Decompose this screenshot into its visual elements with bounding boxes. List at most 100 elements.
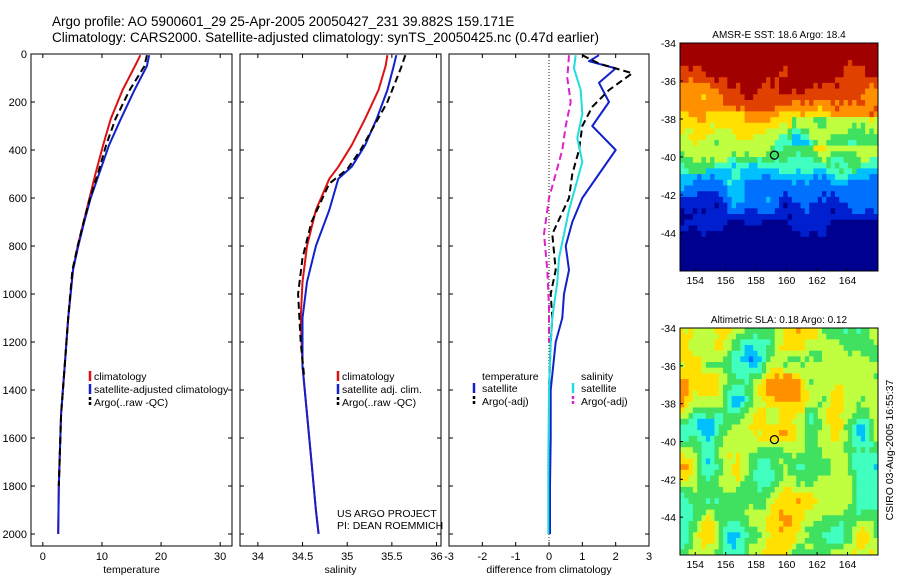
heatmap-cell — [843, 145, 849, 152]
heatmap-cell — [791, 452, 797, 459]
heatmap-cell — [744, 253, 750, 260]
heatmap-cell — [731, 128, 737, 135]
heatmap-cell — [718, 469, 724, 476]
heatmap-cell — [843, 396, 849, 403]
heatmap-cell — [856, 549, 862, 556]
heatmap-cell — [787, 526, 793, 533]
heatmap-cell — [757, 430, 763, 437]
heatmap-cell — [731, 515, 737, 522]
heatmap-cell — [757, 128, 763, 135]
heatmap-cell — [688, 77, 694, 84]
heatmap-cell — [822, 82, 827, 89]
heatmap-cell — [701, 77, 707, 84]
heatmap-cell — [731, 345, 737, 352]
heatmap-cell — [740, 94, 745, 101]
heatmap-cell — [697, 464, 702, 471]
heatmap-cell — [766, 447, 771, 454]
heatmap-cell — [727, 418, 733, 425]
heatmap-cell — [839, 134, 844, 141]
heatmap-cell — [723, 339, 728, 346]
heatmap-cell — [847, 236, 853, 243]
heatmap-cell — [809, 356, 814, 363]
heatmap-cell — [727, 94, 733, 101]
heatmap-cell — [800, 122, 806, 129]
heatmap-cell — [731, 105, 737, 112]
heatmap-cell — [779, 88, 784, 95]
heatmap-cell — [701, 231, 707, 238]
heatmap-cell — [680, 362, 685, 369]
heatmap-cell — [757, 139, 763, 146]
heatmap-cell — [843, 111, 849, 118]
heatmap-cell — [860, 475, 866, 482]
heatmap-cell — [852, 435, 857, 442]
heatmap-cell — [791, 168, 797, 175]
heatmap-cell — [796, 145, 801, 152]
heatmap-cell — [873, 225, 879, 232]
heatmap-cell — [791, 117, 797, 124]
heatmap-cell — [705, 179, 711, 186]
heatmap-cell — [869, 100, 875, 107]
heatmap-cell — [744, 214, 750, 221]
heatmap-cell — [800, 82, 806, 89]
heatmap-cell — [834, 543, 840, 550]
heatmap-cell — [723, 345, 728, 352]
heatmap-cell — [843, 475, 849, 482]
heatmap-cell — [860, 328, 866, 335]
heatmap-cell — [873, 520, 879, 528]
heatmap-cell — [684, 435, 689, 442]
heatmap-cell — [735, 60, 741, 67]
heatmap-cell — [705, 503, 711, 510]
heatmap-cell — [783, 537, 788, 545]
heatmap-cell — [809, 179, 814, 186]
heatmap-cell — [748, 265, 754, 272]
heatmap-cell — [718, 333, 724, 340]
heatmap-cell — [740, 265, 745, 272]
heatmap-cell — [852, 214, 857, 221]
heatmap-cell — [822, 231, 827, 238]
heatmap-cell — [684, 356, 689, 363]
figure-title-line2: Climatology: CARS2000. Satellite-adjuste… — [52, 30, 600, 45]
heatmap-cell — [718, 117, 724, 124]
heatmap-cell — [826, 379, 832, 386]
heatmap-cell — [817, 162, 823, 169]
heatmap-cell — [826, 151, 832, 158]
heatmap-cell — [727, 537, 733, 545]
heatmap-cell — [748, 248, 754, 255]
heatmap-cell — [740, 134, 745, 141]
heatmap-cell — [701, 424, 707, 431]
heatmap-cell — [873, 202, 879, 209]
heatmap-cell — [869, 162, 875, 169]
heatmap-cell — [787, 168, 793, 175]
heatmap-cell — [766, 174, 771, 181]
heatmap-cell — [779, 94, 784, 101]
heatmap-cell — [701, 549, 707, 556]
heatmap-cell — [817, 333, 823, 340]
heatmap-cell — [822, 373, 827, 380]
heatmap-cell — [684, 174, 689, 181]
heatmap-cell — [731, 390, 737, 397]
heatmap-cell — [873, 231, 879, 238]
heatmap-cell — [873, 105, 879, 112]
heatmap-cell — [847, 430, 853, 437]
heatmap-cell — [813, 430, 819, 437]
heatmap-cell — [723, 469, 728, 476]
heatmap-cell — [731, 168, 737, 175]
heatmap-cell — [834, 390, 840, 397]
heatmap-cell — [723, 151, 728, 158]
heatmap-cell — [869, 105, 875, 112]
heatmap-cell — [809, 373, 814, 380]
heatmap-cell — [796, 407, 801, 414]
heatmap-cell — [865, 464, 870, 471]
heatmap-cell — [770, 549, 776, 556]
heatmap-cell — [761, 122, 767, 129]
heatmap-cell — [723, 145, 728, 152]
heatmap-cell — [766, 65, 771, 72]
heatmap-cell — [860, 151, 866, 158]
heatmap-cell — [830, 43, 836, 50]
heatmap-cell — [873, 236, 879, 243]
heatmap-cell — [834, 407, 840, 414]
heatmap-cell — [718, 367, 724, 374]
heatmap-cell — [748, 532, 754, 539]
heatmap-cell — [783, 532, 788, 539]
heatmap-cell — [869, 139, 875, 146]
